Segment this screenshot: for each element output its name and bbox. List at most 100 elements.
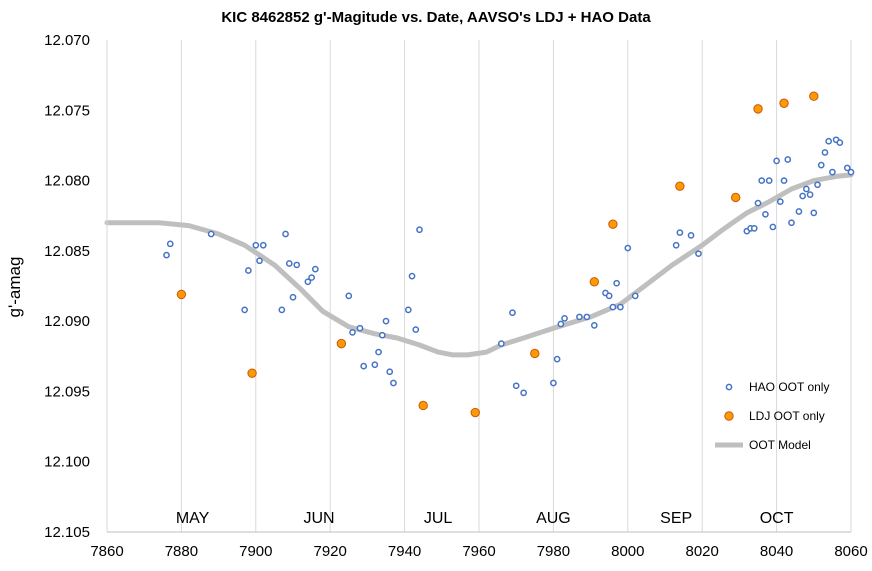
hao-point bbox=[825, 137, 833, 145]
hao-point bbox=[806, 191, 814, 198]
hao-point bbox=[375, 348, 382, 356]
legend: HAO OOT only LDJ OOT only OOT Model bbox=[715, 380, 829, 452]
legend-label: OOT Model bbox=[749, 438, 811, 452]
x-tick-label: 7960 bbox=[462, 543, 495, 560]
hao-point bbox=[829, 168, 836, 176]
hao-point bbox=[780, 177, 788, 184]
hao-point bbox=[349, 329, 356, 336]
hao-point bbox=[758, 177, 766, 184]
ldj-point bbox=[418, 400, 428, 411]
hao-point bbox=[293, 261, 301, 269]
x-tick-label: 7900 bbox=[239, 543, 272, 560]
hao-point bbox=[624, 244, 632, 252]
x-tick-label: 8020 bbox=[686, 543, 719, 560]
hao-point bbox=[259, 241, 267, 249]
hao-point bbox=[553, 355, 561, 363]
hao-point bbox=[557, 320, 565, 328]
x-tick-label: 8040 bbox=[760, 543, 793, 560]
x-tick-label: 7980 bbox=[537, 543, 570, 560]
hao-point bbox=[672, 241, 680, 249]
hao-point bbox=[497, 340, 505, 347]
x-tick-label: 8060 bbox=[834, 543, 867, 560]
hao-point bbox=[784, 156, 792, 163]
hao-point bbox=[311, 265, 319, 273]
hao-point bbox=[773, 157, 780, 165]
hao-point bbox=[550, 379, 557, 387]
hao-point bbox=[382, 317, 390, 325]
legend-label: HAO OOT only bbox=[749, 380, 829, 394]
hao-point bbox=[285, 260, 293, 267]
hao-point bbox=[282, 230, 289, 238]
hao-point bbox=[765, 177, 773, 184]
hao-point bbox=[241, 306, 248, 314]
x-tick-label: 7880 bbox=[165, 543, 198, 560]
hao-point bbox=[278, 306, 286, 314]
y-tick-label: 12.080 bbox=[44, 173, 90, 190]
month-label: MAY bbox=[176, 510, 210, 527]
hao-point bbox=[256, 257, 263, 265]
ldj-point bbox=[675, 181, 685, 191]
hao-point bbox=[676, 229, 684, 236]
hao-point bbox=[408, 272, 416, 280]
axes: 7860 7880 7900 7920 7940 7960 7980 8000 8020 8040… bbox=[44, 32, 868, 560]
hao-point bbox=[207, 230, 215, 238]
hao-point bbox=[762, 210, 769, 218]
hao-point bbox=[252, 241, 260, 249]
chart-title: KIC 8462852 g'-Magitude vs. Date, AAVSO'… bbox=[221, 9, 651, 26]
hao-point bbox=[769, 223, 777, 231]
ldj-point bbox=[809, 91, 819, 101]
ldj-point bbox=[608, 219, 618, 229]
ldj-point bbox=[336, 338, 347, 349]
hao-point bbox=[371, 361, 379, 369]
x-tick-label: 7940 bbox=[388, 543, 421, 560]
hao-point bbox=[803, 185, 810, 193]
x-tick-label: 7920 bbox=[314, 543, 347, 560]
hao-point bbox=[356, 324, 364, 332]
legend-ldj-marker bbox=[724, 411, 734, 421]
hao-point bbox=[609, 303, 617, 311]
y-tick-label: 12.090 bbox=[44, 313, 90, 330]
month-label: SEP bbox=[660, 510, 692, 527]
y-tick-label: 12.085 bbox=[44, 243, 90, 260]
y-tick-label: 12.105 bbox=[44, 524, 90, 541]
y-tick-label: 12.100 bbox=[44, 454, 90, 471]
points-layer bbox=[163, 91, 855, 418]
x-tick-label: 8000 bbox=[611, 543, 644, 560]
hao-point bbox=[304, 278, 312, 286]
hao-point bbox=[345, 292, 353, 300]
legend-hao-marker bbox=[725, 383, 733, 391]
hao-point bbox=[378, 331, 386, 339]
hao-point bbox=[817, 161, 825, 169]
model-line-layer bbox=[104, 172, 854, 358]
hao-point bbox=[390, 379, 397, 387]
hao-point bbox=[520, 389, 527, 397]
hao-point bbox=[386, 368, 394, 376]
hao-point bbox=[617, 303, 624, 311]
ldj-point bbox=[779, 98, 789, 108]
hao-point bbox=[512, 382, 520, 390]
grid bbox=[106, 40, 852, 532]
ldj-point bbox=[753, 104, 763, 114]
hao-point bbox=[576, 313, 583, 321]
hao-point bbox=[776, 198, 784, 206]
legend-label: LDJ OOT only bbox=[749, 409, 825, 423]
hao-point bbox=[799, 192, 806, 200]
oot-model-line bbox=[104, 172, 854, 358]
ldj-point bbox=[530, 348, 540, 359]
x-tick-label: 7860 bbox=[90, 543, 123, 560]
hao-point bbox=[847, 168, 855, 176]
hao-point bbox=[754, 199, 762, 207]
month-label: JUL bbox=[424, 510, 453, 527]
y-tick-label: 12.095 bbox=[44, 383, 90, 400]
hao-point bbox=[166, 240, 174, 248]
ldj-point bbox=[589, 277, 600, 287]
y-tick-label: 12.070 bbox=[44, 32, 90, 49]
hao-point bbox=[163, 251, 170, 259]
hao-point bbox=[750, 225, 758, 232]
ldj-point bbox=[470, 407, 480, 418]
hao-point bbox=[814, 181, 821, 189]
hao-point bbox=[695, 250, 702, 258]
hao-point bbox=[687, 232, 695, 239]
hao-point bbox=[613, 279, 620, 287]
hao-point bbox=[416, 226, 423, 234]
